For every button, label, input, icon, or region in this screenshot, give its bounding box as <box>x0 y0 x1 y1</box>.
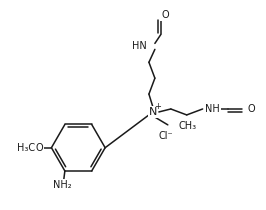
Text: Cl⁻: Cl⁻ <box>159 131 173 141</box>
Text: +: + <box>155 102 161 112</box>
Text: O: O <box>161 10 169 20</box>
Text: NH₂: NH₂ <box>53 180 71 190</box>
Text: H₃C: H₃C <box>16 143 35 153</box>
Text: NH: NH <box>205 104 220 114</box>
Text: CH₃: CH₃ <box>179 121 197 131</box>
Text: O: O <box>36 143 43 153</box>
Text: O: O <box>247 104 255 114</box>
Text: N: N <box>149 107 157 117</box>
Text: HN: HN <box>132 41 147 51</box>
